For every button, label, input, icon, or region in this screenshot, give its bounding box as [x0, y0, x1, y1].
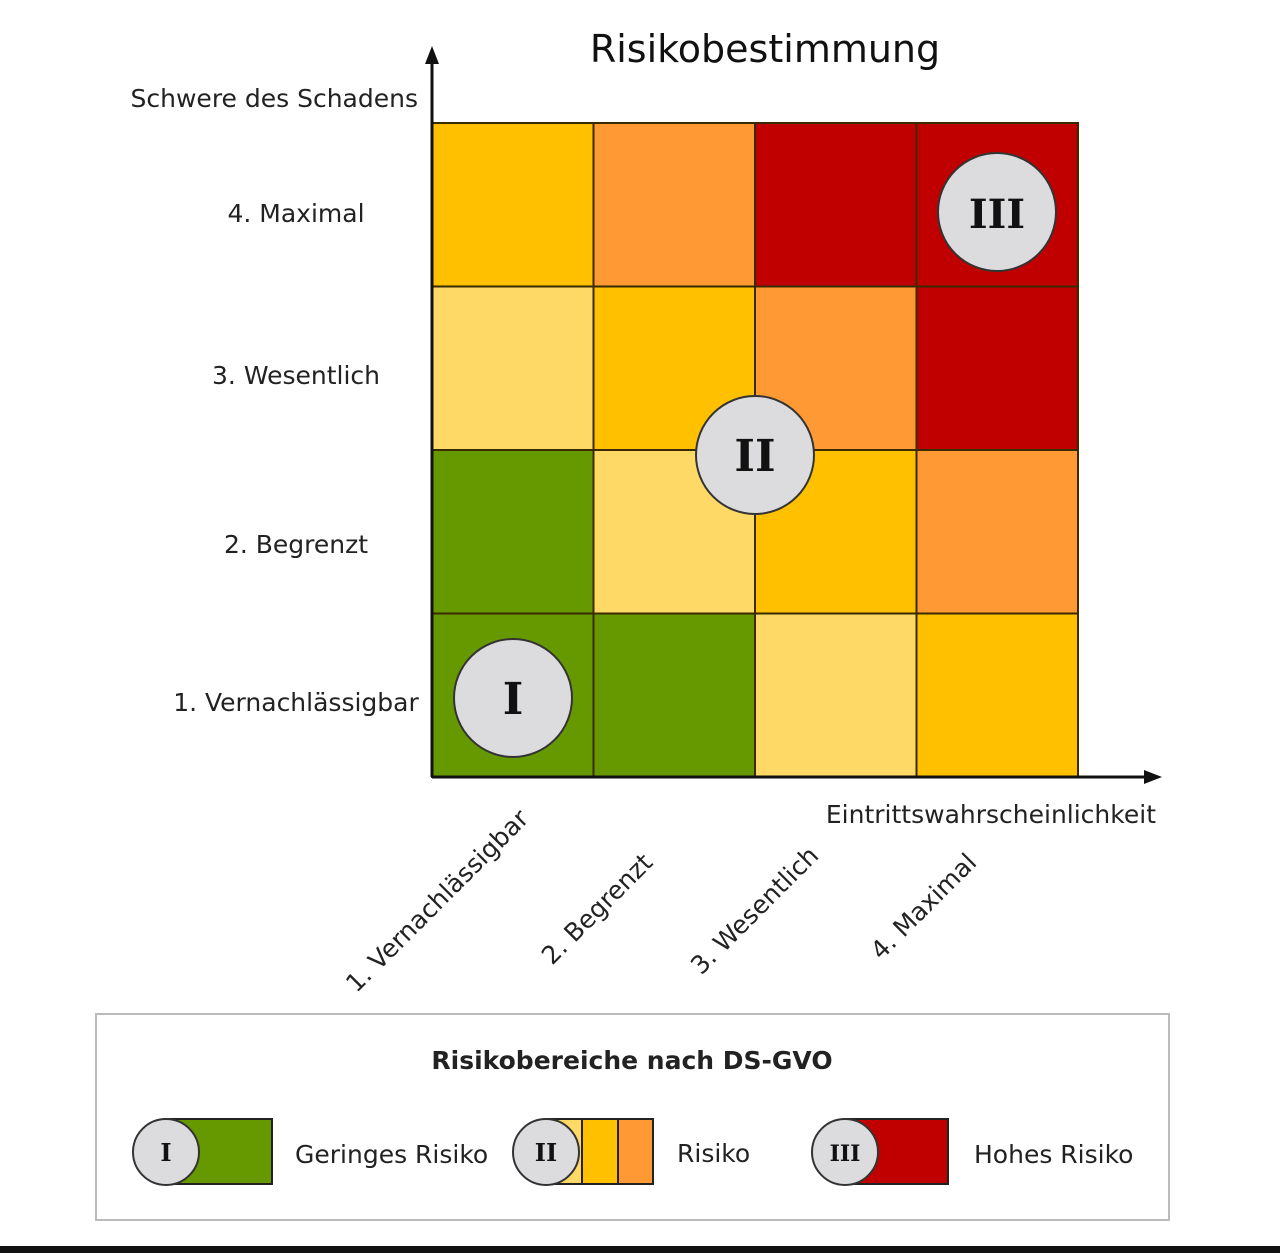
- x-level-4: 4. Maximal: [865, 848, 982, 965]
- legend-label-risk: Risiko: [677, 1139, 750, 1168]
- x-level-1: 1. Vernachlässigbar: [340, 803, 535, 998]
- matrix-cell-s1-p2: [592, 612, 756, 778]
- legend-title: Risikobereiche nach DS-GVO: [431, 1046, 832, 1075]
- marker-I: I: [453, 638, 573, 758]
- legend-item-risk: II Risiko: [512, 1118, 750, 1186]
- x-level-2: 2. Begrenzt: [536, 848, 659, 971]
- matrix-grid: [431, 122, 1079, 778]
- matrix-cell-s2-p1: [431, 449, 595, 615]
- matrix-cell-s2-p4: [915, 449, 1079, 615]
- diagram-title: Risikobestimmung: [590, 27, 940, 71]
- matrix-cell-s1-p3: [754, 612, 918, 778]
- matrix-cell-s4-p3: [754, 122, 918, 288]
- x-level-3: 3. Wesentlich: [685, 841, 824, 980]
- legend-item-low-risk: I Geringes Risiko: [132, 1118, 488, 1186]
- svg-text:I: I: [160, 1138, 171, 1167]
- bottom-border: [0, 1246, 1280, 1253]
- svg-text:III: III: [830, 1141, 861, 1167]
- svg-text:I: I: [503, 674, 524, 725]
- svg-text:II: II: [535, 1138, 557, 1167]
- y-level-1: 1. Vernachlässigbar: [173, 688, 419, 717]
- y-axis-label: Schwere des Schadens: [131, 84, 418, 113]
- y-level-4: 4. Maximal: [227, 199, 364, 228]
- y-level-3: 3. Wesentlich: [212, 361, 380, 390]
- x-axis-label: Eintrittswahrscheinlichkeit: [826, 800, 1156, 829]
- svg-text:II: II: [734, 431, 775, 482]
- y-level-2: 2. Begrenzt: [224, 530, 368, 559]
- marker-II: II: [695, 395, 815, 515]
- legend-box: [95, 1013, 1170, 1221]
- marker-III: III: [937, 152, 1057, 272]
- y-axis-arrow-icon: [425, 46, 439, 64]
- matrix-cell-s3-p4: [915, 285, 1079, 451]
- x-axis-arrow-icon: [1144, 770, 1162, 784]
- legend-item-high-risk: III Hohes Risiko: [811, 1118, 1133, 1186]
- matrix-cell-s1-p4: [915, 612, 1079, 778]
- legend-label-low: Geringes Risiko: [295, 1140, 488, 1169]
- svg-text:III: III: [969, 191, 1025, 238]
- matrix-cell-s4-p2: [592, 122, 756, 288]
- legend-label-high: Hohes Risiko: [974, 1140, 1133, 1169]
- matrix-cell-s3-p1: [431, 285, 595, 451]
- matrix-cell-s4-p1: [431, 122, 595, 288]
